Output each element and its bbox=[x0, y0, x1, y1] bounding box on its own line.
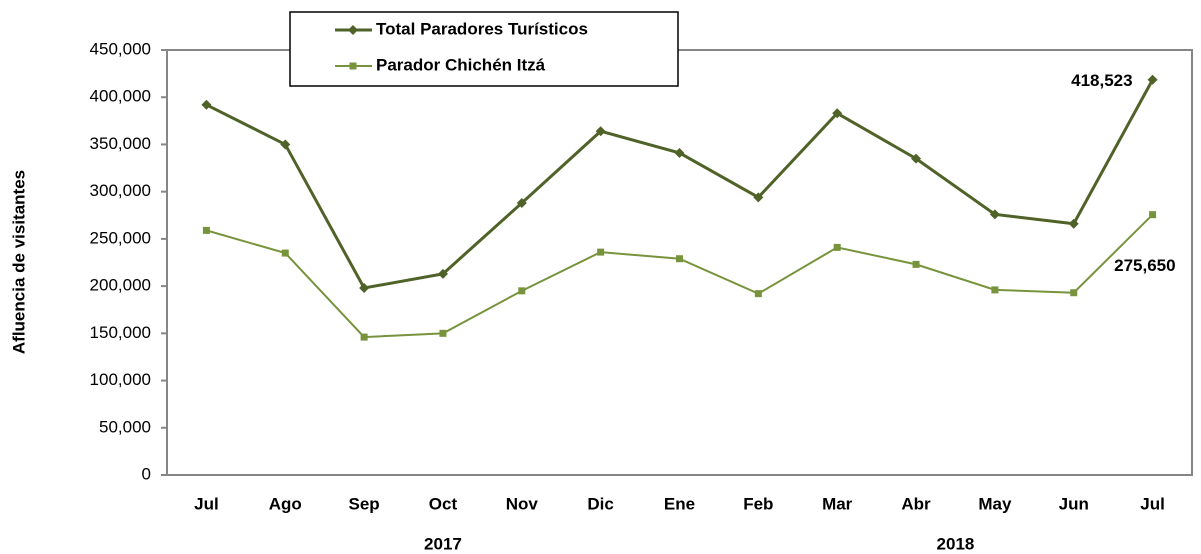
value-label: 275,650 bbox=[1114, 256, 1175, 275]
point bbox=[1149, 211, 1157, 219]
legend-marker bbox=[348, 25, 358, 35]
y-tick-label: 50,000 bbox=[99, 417, 151, 436]
point bbox=[911, 153, 922, 164]
point bbox=[1068, 218, 1079, 229]
y-tick-label: 450,000 bbox=[90, 39, 151, 58]
y-tick-label: 300,000 bbox=[90, 181, 151, 200]
point bbox=[674, 147, 685, 158]
year-label: 2017 bbox=[424, 534, 462, 553]
x-tick-label: Ago bbox=[269, 494, 302, 513]
legend-label: Total Paradores Turísticos bbox=[376, 19, 588, 38]
point bbox=[281, 249, 289, 257]
y-tick-label: 400,000 bbox=[90, 87, 151, 106]
point bbox=[597, 248, 605, 256]
y-axis-title: Afluencia de visitantes bbox=[9, 170, 28, 354]
x-tick-label: Oct bbox=[429, 494, 458, 513]
y-tick-label: 150,000 bbox=[90, 323, 151, 342]
y-tick-label: 350,000 bbox=[90, 134, 151, 153]
x-tick-label: Sep bbox=[349, 494, 380, 513]
plot-frame bbox=[166, 49, 1193, 476]
point bbox=[359, 283, 370, 293]
point bbox=[360, 333, 368, 341]
y-tick-label: 0 bbox=[142, 464, 151, 483]
x-tick-label: Jul bbox=[1140, 494, 1165, 513]
point bbox=[202, 226, 210, 234]
point bbox=[676, 255, 683, 263]
y-tick-label: 200,000 bbox=[90, 276, 151, 295]
x-tick-label: Dic bbox=[587, 494, 613, 513]
point bbox=[437, 268, 448, 279]
point bbox=[280, 139, 291, 150]
point bbox=[595, 126, 606, 137]
point bbox=[1147, 74, 1158, 85]
legend-box bbox=[289, 11, 679, 87]
value-label: 418,523 bbox=[1071, 71, 1132, 90]
point bbox=[832, 108, 843, 119]
x-tick-label: Jun bbox=[1059, 494, 1089, 513]
x-tick-label: May bbox=[978, 494, 1012, 513]
point bbox=[753, 192, 764, 203]
legend-label: Parador Chichén Itzá bbox=[376, 55, 546, 74]
point bbox=[833, 243, 841, 251]
point bbox=[989, 209, 1000, 220]
x-tick-label: Abr bbox=[901, 494, 931, 513]
point bbox=[991, 286, 999, 294]
point bbox=[912, 260, 920, 268]
y-tick-label: 250,000 bbox=[90, 228, 151, 247]
point bbox=[754, 290, 762, 298]
year-label: 2018 bbox=[937, 534, 975, 553]
x-tick-label: Jul bbox=[194, 494, 219, 513]
x-tick-label: Mar bbox=[822, 494, 853, 513]
x-tick-label: Nov bbox=[506, 494, 539, 513]
x-tick-label: Feb bbox=[743, 494, 773, 513]
point bbox=[439, 329, 447, 337]
legend-marker bbox=[349, 62, 357, 70]
y-tick-label: 100,000 bbox=[90, 370, 151, 389]
point bbox=[516, 198, 527, 208]
x-tick-label: Ene bbox=[664, 494, 695, 513]
series-line bbox=[206, 213, 1154, 339]
point bbox=[1070, 289, 1078, 297]
point bbox=[518, 287, 526, 295]
point bbox=[201, 99, 212, 110]
